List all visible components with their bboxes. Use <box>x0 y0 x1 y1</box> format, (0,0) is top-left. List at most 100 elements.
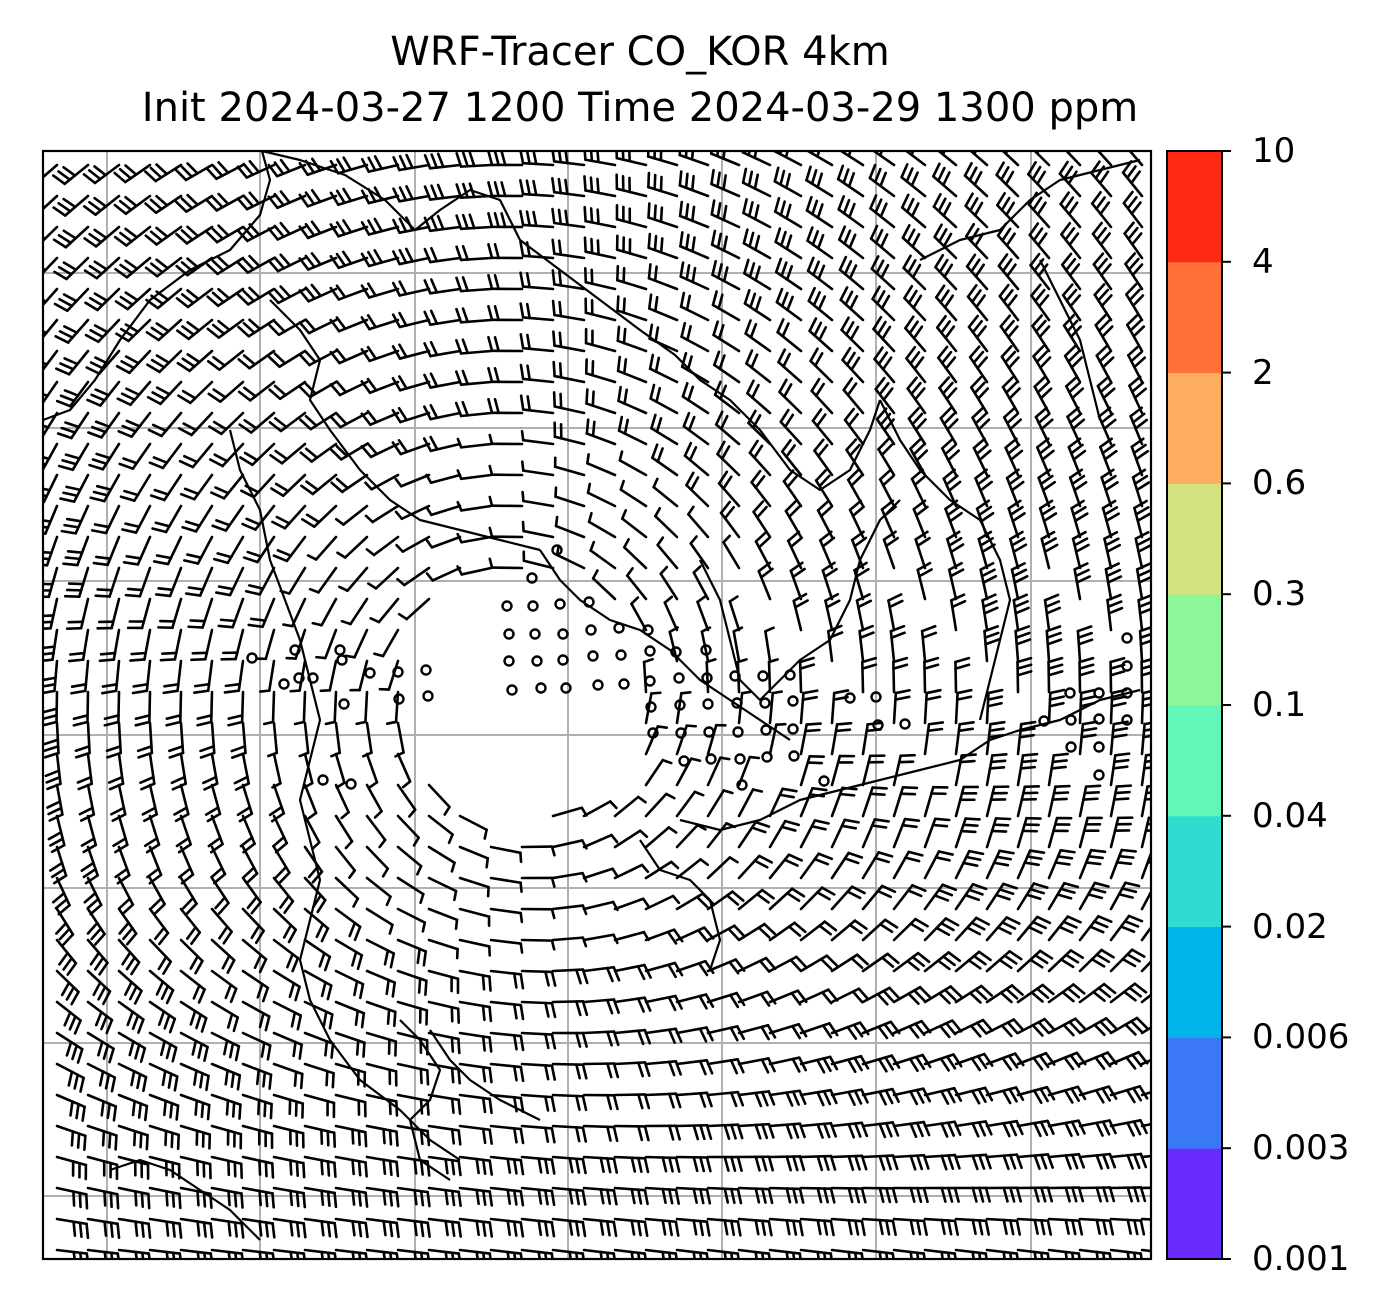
wind-barb <box>117 876 135 916</box>
wind-barb <box>391 439 431 456</box>
wind-barb <box>148 1124 180 1151</box>
wind-barb <box>905 345 927 384</box>
wind-barb <box>83 225 121 248</box>
wind-barb <box>966 284 989 322</box>
wind-barb <box>582 1093 619 1111</box>
wind-barb <box>935 314 958 353</box>
wind-barb <box>360 377 400 395</box>
wind-barb <box>923 883 958 911</box>
wind-barb <box>487 366 524 384</box>
wind-barb <box>272 969 301 1002</box>
wind-barb <box>774 257 803 291</box>
wind-barb <box>906 376 927 415</box>
wind-barb <box>554 486 586 508</box>
wind-barb <box>299 411 338 431</box>
wind-barb <box>985 753 1008 787</box>
wind-barb <box>454 369 493 387</box>
wind-barb <box>615 203 648 229</box>
colorbar-tick-label: 0.04 <box>1252 795 1328 836</box>
wind-barb <box>745 349 772 384</box>
calm-marker <box>700 644 712 656</box>
wind-barb <box>582 1186 618 1206</box>
wind-barb <box>334 1093 367 1118</box>
wind-barb <box>1090 190 1113 229</box>
wind-barb <box>298 252 338 271</box>
wind-barb <box>551 1031 588 1048</box>
wind-barb <box>737 1155 775 1172</box>
wind-barb <box>521 520 555 539</box>
wind-barb <box>365 1155 400 1178</box>
wind-barb <box>1140 1186 1151 1190</box>
wind-barb <box>1012 593 1030 632</box>
wind-barb <box>551 1186 587 1206</box>
wind-barb <box>552 391 586 415</box>
wind-barb <box>215 566 245 597</box>
wind-barb <box>1140 1090 1151 1097</box>
wind-barb <box>887 593 904 632</box>
wind-barb <box>70 659 90 695</box>
wind-barb <box>268 783 286 823</box>
calm-marker <box>760 724 772 736</box>
wind-barb <box>585 418 617 446</box>
wind-barb <box>1078 1017 1118 1037</box>
wind-barb <box>737 888 775 911</box>
wind-barbs <box>43 151 1151 1259</box>
wind-barb <box>737 1090 776 1108</box>
wind-barb <box>392 247 431 266</box>
wind-barb <box>870 255 896 291</box>
wind-barb <box>583 236 617 260</box>
wind-barb <box>489 1093 525 1114</box>
wind-barb <box>423 372 462 389</box>
wind-barb <box>934 284 958 322</box>
wind-barb <box>757 561 774 601</box>
wind-barb <box>1016 949 1054 973</box>
wind-barb <box>963 161 989 198</box>
calm-marker <box>613 622 625 634</box>
wind-barb <box>303 1062 335 1089</box>
wind-barb <box>808 317 834 353</box>
colorbar-tick-label: 0.6 <box>1252 463 1307 504</box>
wind-barb <box>427 1155 462 1177</box>
wind-barb <box>954 753 978 787</box>
wind-barb <box>520 429 555 446</box>
wind-barb <box>1016 1017 1056 1037</box>
wind-barb <box>455 213 493 231</box>
wind-barb <box>427 1186 462 1208</box>
calm-marker <box>705 753 717 765</box>
wind-barb <box>892 985 932 1005</box>
wind-barb <box>303 1124 337 1149</box>
wind-barb <box>613 1217 649 1238</box>
wind-barb <box>799 1088 838 1107</box>
wind-barb <box>954 1186 991 1203</box>
wind-barb <box>582 1124 619 1143</box>
wind-barb <box>86 1031 115 1064</box>
wind-barb <box>334 1000 366 1029</box>
wind-barb <box>742 228 772 260</box>
wind-barb <box>117 938 141 976</box>
wind-barb <box>853 561 870 601</box>
wind-barb <box>59 473 90 503</box>
calm-marker <box>557 654 569 666</box>
calm-marker <box>1121 632 1133 644</box>
wind-barb <box>585 388 617 415</box>
wind-barb <box>830 721 853 756</box>
colorbar-tick-label: 0.3 <box>1252 574 1307 615</box>
wind-barb <box>84 287 121 312</box>
wind-barb <box>552 330 586 353</box>
wind-barb <box>293 690 307 726</box>
wind-barb <box>315 628 338 660</box>
wind-barb <box>344 628 369 659</box>
wind-barb <box>489 845 523 864</box>
wind-barb <box>391 375 431 392</box>
wind-barb <box>55 1000 82 1035</box>
wind-barb <box>53 256 90 281</box>
wind-barb <box>519 394 555 415</box>
wind-barb <box>696 595 710 632</box>
wind-barb <box>775 287 803 322</box>
wind-barb <box>551 207 586 229</box>
calm-marker <box>870 691 882 703</box>
wind-barb <box>1047 1017 1087 1037</box>
wind-barb <box>43 194 59 211</box>
calm-marker <box>784 669 796 681</box>
wind-barb <box>520 1155 556 1175</box>
